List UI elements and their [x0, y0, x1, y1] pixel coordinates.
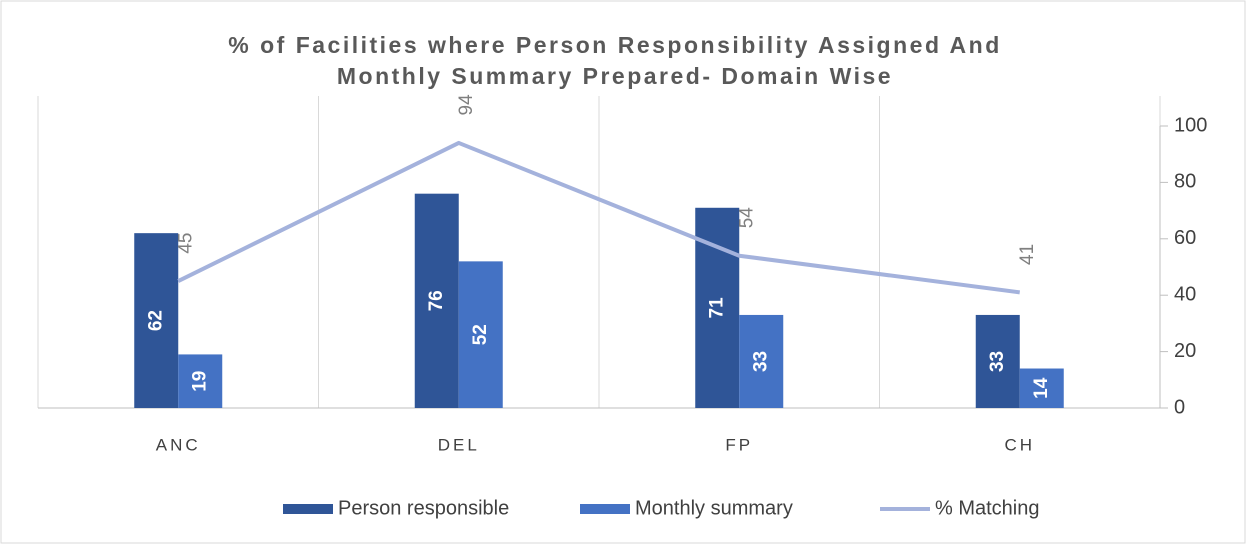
y-tick-label: 100 — [1174, 114, 1207, 136]
y-tick-label: 20 — [1174, 340, 1196, 362]
x-tick-label: FP — [725, 435, 753, 454]
bar — [975, 314, 1020, 408]
data-label: 62 — [145, 310, 166, 331]
bar — [1019, 368, 1064, 408]
data-label: 33 — [750, 351, 771, 372]
bar — [178, 354, 223, 408]
data-label: 76 — [426, 290, 447, 311]
legend-label: Monthly summary — [635, 497, 793, 519]
y-tick-label: 60 — [1174, 227, 1196, 249]
chart-title: Monthly Summary Prepared- Domain Wise — [337, 63, 893, 89]
line — [177, 140, 1021, 295]
y-tick-label: 0 — [1174, 396, 1185, 418]
data-label: 71 — [706, 297, 727, 319]
data-label: 54 — [736, 207, 757, 229]
data-label: 41 — [1017, 244, 1038, 265]
x-tick-label: ANC — [156, 435, 201, 454]
data-label: 45 — [175, 233, 196, 254]
x-tick-label: CH — [1004, 435, 1035, 454]
chart-title: % of Facilities where Person Responsibil… — [228, 32, 1002, 58]
data-label: 94 — [456, 94, 477, 116]
bar — [134, 233, 179, 408]
y-tick-label: 80 — [1174, 171, 1196, 193]
bar — [414, 193, 459, 408]
legend-label: Person responsible — [338, 497, 509, 519]
data-label: 52 — [470, 324, 491, 345]
bar — [458, 261, 503, 408]
legend-swatch — [580, 504, 630, 514]
data-label: 19 — [189, 371, 210, 392]
x-tick-label: DEL — [438, 435, 480, 454]
data-label: 33 — [987, 351, 1008, 372]
data-label: 14 — [1031, 377, 1052, 399]
legend-label: % Matching — [935, 497, 1040, 519]
legend-swatch — [283, 504, 333, 514]
bar — [739, 314, 784, 408]
y-tick-label: 40 — [1174, 283, 1196, 305]
